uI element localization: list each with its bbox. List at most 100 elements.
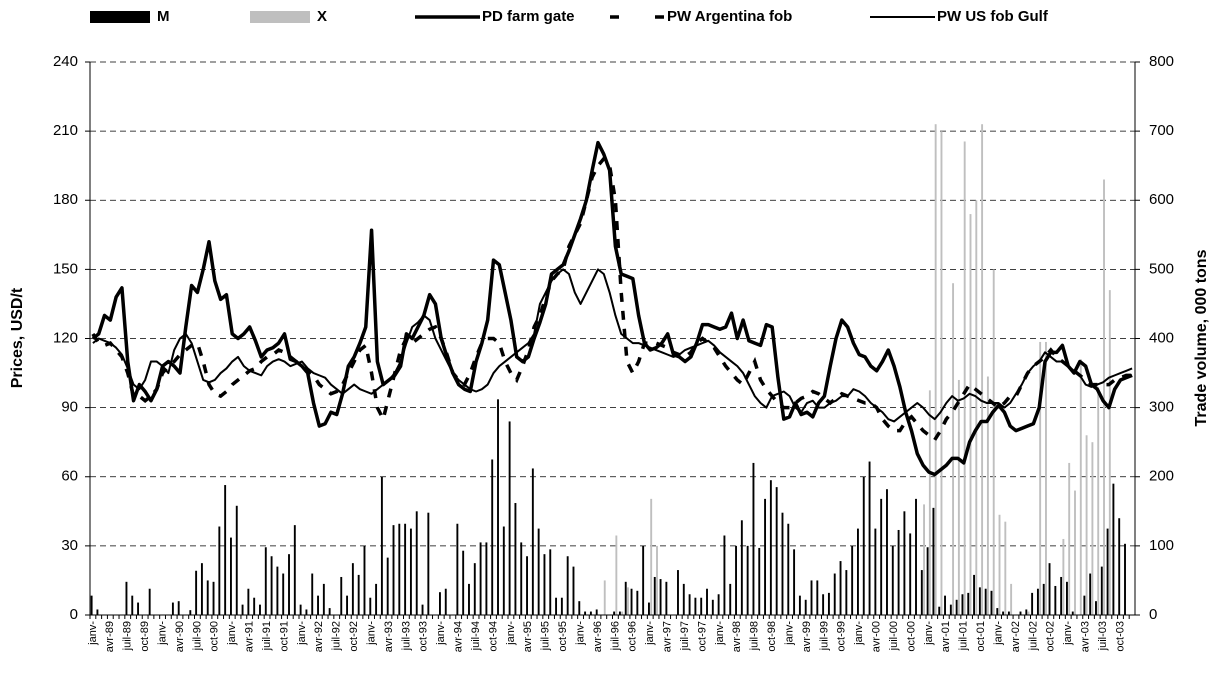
x-tick-label: oct-02: [1045, 621, 1057, 652]
bar: [909, 533, 912, 615]
bar: [322, 583, 325, 615]
bar: [549, 549, 552, 615]
bar: [775, 487, 778, 615]
bar: [688, 594, 691, 615]
bar: [398, 523, 401, 615]
bar: [764, 498, 767, 615]
y2-tick-label: 200: [1149, 468, 1174, 485]
bar: [427, 512, 430, 615]
bar: [1103, 179, 1105, 615]
bar: [986, 376, 989, 615]
bar: [90, 595, 93, 615]
x-tick-label: oct-91: [278, 621, 290, 652]
bar: [1108, 290, 1111, 615]
bar: [1036, 588, 1039, 615]
bar: [502, 526, 505, 615]
y2-axis-label: Trade volume, 000 tons: [1193, 249, 1210, 426]
bar: [305, 609, 308, 615]
legend-label: M: [157, 8, 170, 25]
x-tick-label: juil-94: [470, 621, 482, 651]
x-tick-label: avr-03: [1080, 621, 1092, 652]
bar: [1106, 528, 1109, 615]
bar: [798, 595, 801, 615]
y2-tick-label: 700: [1149, 122, 1174, 139]
bar: [624, 581, 627, 615]
bar: [560, 597, 563, 615]
bar: [230, 537, 232, 615]
line: [91, 140, 1133, 477]
bar: [328, 608, 331, 615]
bar: [1054, 585, 1057, 615]
x-tick-label: janv-: [783, 621, 795, 646]
bar: [969, 214, 972, 615]
bar: [462, 550, 465, 615]
legend-label: PW Argentina fob: [667, 8, 792, 25]
bar: [656, 545, 658, 615]
bar: [491, 459, 494, 615]
bar: [973, 574, 976, 615]
bar: [665, 581, 668, 615]
bar: [543, 554, 546, 615]
x-tick-label: avr-98: [731, 621, 743, 652]
bar: [235, 505, 238, 615]
x-tick-label: oct-92: [348, 621, 360, 652]
x-tick-label: janv-: [714, 621, 726, 646]
bar: [636, 590, 639, 615]
x-tick-label: oct-94: [487, 621, 499, 652]
bar: [1027, 611, 1030, 615]
legend-label: PW US fob Gulf: [937, 8, 1049, 25]
x-tick-label: oct-96: [627, 621, 639, 652]
bar: [1010, 583, 1013, 615]
x-tick-label: oct-93: [418, 621, 430, 652]
x-tick-label: juil-90: [191, 621, 203, 651]
y-tick-label: 90: [61, 399, 78, 416]
bar: [131, 595, 134, 615]
bar: [874, 528, 877, 615]
bar: [961, 594, 964, 615]
y-tick-label: 0: [70, 606, 78, 623]
bar: [259, 604, 261, 615]
bar: [1045, 341, 1047, 615]
bar: [1060, 576, 1063, 615]
bar: [862, 476, 865, 615]
bar: [868, 461, 871, 615]
y-tick-label: 210: [53, 122, 78, 139]
bar: [952, 283, 955, 615]
x-tick-label: janv-: [365, 621, 377, 646]
bar: [627, 587, 629, 615]
bar: [793, 549, 796, 615]
x-tick-label: juil-00: [888, 621, 900, 651]
bar: [282, 573, 285, 615]
bar: [615, 535, 618, 615]
x-tick-label: avr-91: [244, 621, 256, 652]
bar: [816, 580, 819, 615]
bar: [630, 588, 633, 615]
bar: [957, 379, 960, 615]
bar: [903, 511, 906, 615]
bar: [827, 592, 830, 615]
bar: [653, 576, 656, 615]
y2-tick-label: 100: [1149, 537, 1174, 554]
bar: [938, 606, 941, 615]
bar: [677, 570, 679, 615]
bar: [526, 556, 528, 615]
bar: [415, 511, 418, 615]
x-tick-label: janv-: [87, 621, 99, 646]
bar: [409, 528, 412, 615]
x-tick-label: juil-98: [749, 621, 761, 651]
x-tick-label: avr-01: [940, 621, 952, 652]
bar: [264, 547, 267, 615]
x-tick-label: juil-99: [818, 621, 830, 651]
bar: [1074, 490, 1076, 615]
x-tick-label: juil-92: [331, 621, 343, 651]
bar: [700, 597, 703, 615]
bar: [444, 588, 447, 615]
bar: [293, 525, 296, 615]
bar: [682, 583, 685, 615]
bar: [804, 599, 807, 615]
bar: [880, 498, 883, 615]
x-tick-label: janv-: [296, 621, 308, 646]
bar: [212, 581, 215, 615]
x-tick-label: avr-99: [801, 621, 813, 652]
